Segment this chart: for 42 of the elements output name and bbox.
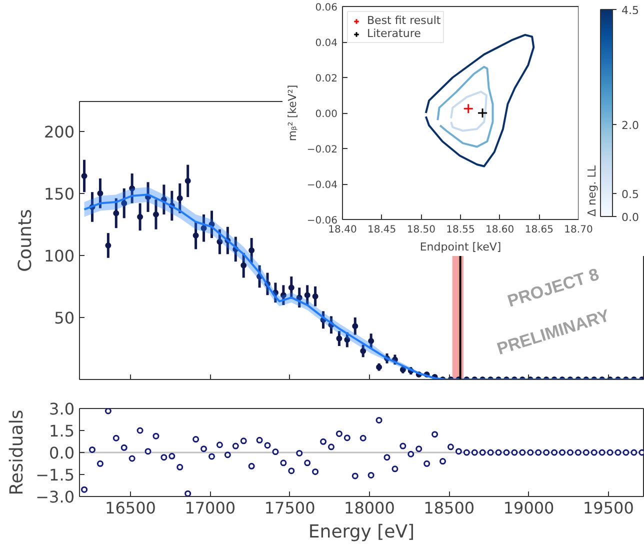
y-tick-label: −0.06 <box>306 216 338 226</box>
x-tick-label: 18000 <box>344 498 395 518</box>
color-bar-title: Δ neg. LL <box>586 164 598 216</box>
y-tick-label: 50 <box>54 308 74 328</box>
x-tick-label: 19000 <box>503 498 554 518</box>
x-tick-label: 18.65 <box>524 224 554 236</box>
y-tick-label: 0.04 <box>315 38 338 49</box>
y-axis-title: Residuals <box>6 410 28 496</box>
y-tick-label: 150 <box>44 184 75 204</box>
x-tick-label: 18500 <box>424 498 475 518</box>
x-tick-label: 16500 <box>105 498 156 518</box>
y-tick-label: −1.5 <box>36 466 75 484</box>
x-tick-label: 18.40 <box>328 224 357 236</box>
y-tick-label: 0.00 <box>315 109 338 120</box>
legend-label: Literature <box>367 27 421 40</box>
x-tick-label: 18.55 <box>446 224 475 236</box>
y-tick-label: −0.02 <box>306 144 338 156</box>
x-tick-label: 18.70 <box>564 224 593 236</box>
color-bar-label: 0.5 <box>622 188 639 201</box>
y-tick-label: 0.02 <box>315 74 338 84</box>
legend-label: Best fit result <box>367 14 441 27</box>
x-tick-label: 17000 <box>184 498 236 518</box>
y-axis-title: Counts <box>14 209 36 272</box>
color-bar-label: 4.5 <box>622 4 639 17</box>
y-tick-label: 0.0 <box>49 444 75 462</box>
x-axis-title: Energy [eV] <box>308 522 415 542</box>
y-tick-label: 200 <box>44 122 75 142</box>
x-tick-label: 17500 <box>264 498 316 518</box>
x-tick-label: 18.50 <box>406 224 436 236</box>
y-tick-label: 0.06 <box>315 2 338 14</box>
x-axis-title: Endpoint [keV] <box>420 240 502 254</box>
x-tick-label: 19500 <box>583 498 634 518</box>
x-tick-label: 18.60 <box>486 224 514 236</box>
y-tick-label: 3.0 <box>49 400 75 418</box>
y-tick-label: −0.04 <box>306 180 338 191</box>
y-tick-label: 1.5 <box>49 422 75 440</box>
y-tick-label: 100 <box>44 246 75 266</box>
y-tick-label: −3.0 <box>36 488 75 506</box>
color-bar-label: 2.0 <box>622 119 639 132</box>
y-axis-title: mᵦ² [keV²] <box>286 84 299 142</box>
color-bar-label: 0.0 <box>622 211 639 224</box>
x-tick-label: 18.45 <box>368 224 396 236</box>
